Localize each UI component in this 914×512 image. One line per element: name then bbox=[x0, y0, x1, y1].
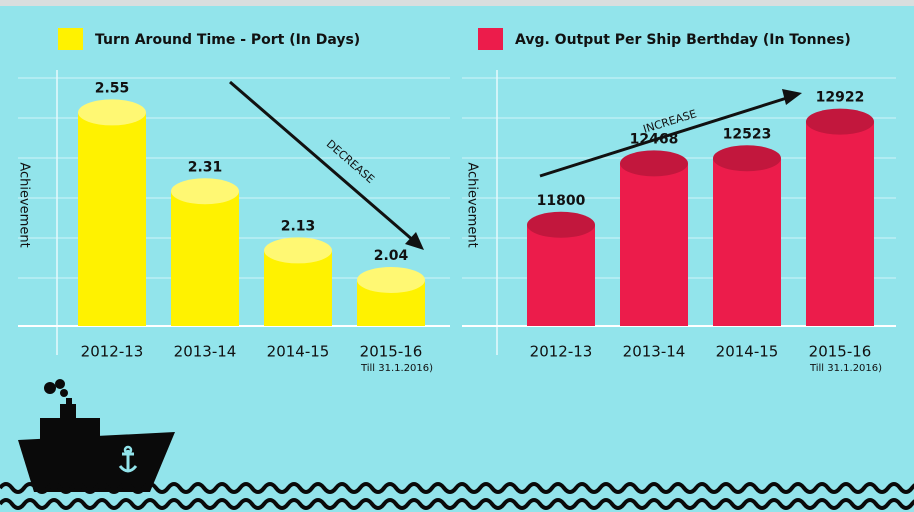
top-strip bbox=[0, 0, 914, 6]
y-axis-label: Achievement bbox=[465, 162, 480, 247]
trend-arrows bbox=[229, 80, 802, 250]
x-tick-label: 2015-16 bbox=[809, 343, 872, 361]
bar bbox=[713, 158, 781, 326]
bar bbox=[527, 224, 595, 326]
bar-top bbox=[171, 178, 239, 205]
value-label: 2.13 bbox=[281, 218, 316, 234]
legend-label: Turn Around Time - Port (In Days) bbox=[95, 32, 360, 48]
bar-top bbox=[264, 237, 332, 264]
bar bbox=[620, 163, 688, 326]
bar-top bbox=[620, 150, 688, 177]
x-tick-label: 2013-14 bbox=[174, 343, 237, 361]
bar-top bbox=[713, 145, 781, 172]
bar-top bbox=[78, 99, 146, 126]
value-label: 12468 bbox=[630, 131, 679, 147]
value-label: 2.04 bbox=[374, 248, 409, 264]
x-tick-label: 2014-15 bbox=[716, 343, 779, 361]
bar bbox=[171, 191, 239, 326]
legend-label: Avg. Output Per Ship Berthday (In Tonnes… bbox=[515, 32, 851, 48]
value-label: 12922 bbox=[816, 90, 865, 106]
x-tick-label: 2014-15 bbox=[267, 343, 330, 361]
value-label: 2.55 bbox=[95, 80, 130, 96]
ship-icon bbox=[18, 379, 175, 492]
bar bbox=[806, 121, 874, 327]
bar-top bbox=[806, 108, 874, 135]
bar-top bbox=[357, 267, 425, 293]
bar bbox=[78, 112, 146, 326]
category-note: Till 31.1.2016) bbox=[360, 363, 433, 374]
value-label: 12523 bbox=[723, 126, 772, 142]
x-tick-label: 2012-13 bbox=[530, 343, 593, 361]
legend-swatch bbox=[478, 28, 503, 50]
y-axis-label: Achievement bbox=[17, 162, 32, 247]
x-tick-label: 2013-14 bbox=[623, 343, 686, 361]
value-label: 11800 bbox=[537, 193, 586, 209]
waves bbox=[0, 482, 914, 510]
category-note: Till 31.1.2016) bbox=[809, 363, 882, 374]
bar-top bbox=[527, 211, 595, 238]
x-tick-label: 2012-13 bbox=[81, 343, 144, 361]
x-tick-label: 2015-16 bbox=[360, 343, 423, 361]
legend-swatch bbox=[58, 28, 83, 50]
value-label: 2.31 bbox=[188, 159, 223, 175]
